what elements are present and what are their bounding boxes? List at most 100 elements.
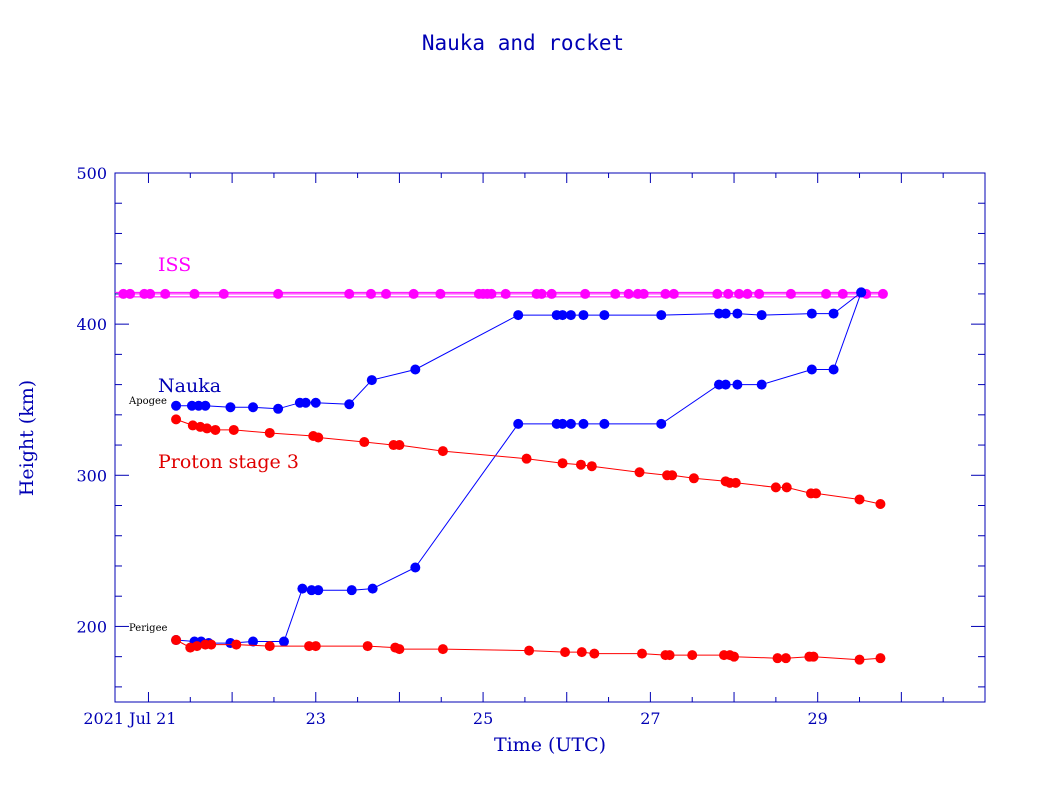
x-tick-label: 2021 Jul 21 [83, 709, 176, 728]
data-point-proton [191, 641, 202, 652]
data-point-nauka [310, 397, 321, 408]
data-point-iss [623, 288, 634, 299]
data-point-iss [723, 288, 734, 299]
y-tick-label: 500 [76, 164, 107, 183]
data-point-nauka [313, 585, 324, 596]
data-point-nauka [557, 310, 568, 321]
apogee-annotation: Apogee [128, 396, 167, 407]
data-point-iss [580, 288, 591, 299]
data-point-nauka [806, 308, 817, 319]
data-point-proton [575, 459, 586, 470]
data-point-iss [273, 288, 284, 299]
data-point-iss [189, 288, 200, 299]
data-point-nauka [557, 418, 568, 429]
data-point-nauka [828, 364, 839, 375]
data-point-iss [742, 288, 753, 299]
data-point-proton [437, 644, 448, 655]
data-point-nauka [565, 310, 576, 321]
y-tick-label: 400 [76, 315, 107, 334]
data-point-proton [687, 650, 698, 661]
data-point-proton [667, 470, 678, 481]
data-point-proton [688, 473, 699, 484]
data-point-nauka [732, 308, 743, 319]
data-point-proton [171, 414, 182, 425]
data-point-nauka [806, 364, 817, 375]
data-point-proton [524, 645, 535, 656]
data-point-proton [780, 653, 791, 664]
data-point-nauka [599, 310, 610, 321]
data-point-proton [557, 458, 568, 469]
data-point-proton [875, 499, 886, 510]
data-point-proton [770, 482, 781, 493]
data-point-nauka [200, 400, 211, 411]
data-point-proton [394, 440, 405, 451]
data-point-nauka [599, 418, 610, 429]
series-line-nauka [176, 292, 862, 410]
data-point-nauka [656, 418, 667, 429]
data-point-iss [500, 288, 511, 299]
data-point-nauka [367, 583, 378, 594]
data-point-iss [668, 288, 679, 299]
data-point-nauka [856, 287, 867, 298]
data-point-nauka [273, 403, 284, 414]
data-point-proton [313, 432, 324, 443]
data-point-proton [808, 651, 819, 662]
data-point-nauka [300, 397, 311, 408]
data-point-nauka [720, 308, 731, 319]
data-point-proton [359, 437, 370, 448]
data-point-nauka [410, 364, 421, 375]
data-point-nauka [513, 418, 524, 429]
data-point-iss [754, 288, 765, 299]
data-point-proton [202, 423, 213, 434]
data-point-proton [664, 650, 675, 661]
data-point-proton [264, 641, 275, 652]
data-point-proton [781, 482, 792, 493]
data-point-proton [576, 647, 587, 658]
data-point-iss [610, 288, 621, 299]
x-tick-label: 29 [808, 709, 828, 728]
data-point-nauka [346, 585, 357, 596]
data-point-iss [344, 288, 355, 299]
data-point-nauka [344, 399, 355, 410]
y-tick-label: 200 [76, 617, 107, 636]
data-point-nauka [578, 418, 589, 429]
data-point-nauka [828, 308, 839, 319]
data-point-nauka [171, 400, 182, 411]
data-point-iss [218, 288, 229, 299]
data-point-proton [875, 653, 886, 664]
data-point-proton [854, 494, 865, 505]
data-point-nauka [410, 562, 421, 573]
data-point-proton [187, 420, 198, 431]
data-point-proton [729, 651, 740, 662]
x-tick-label: 27 [640, 709, 660, 728]
data-point-iss [145, 288, 156, 299]
data-point-iss [408, 288, 419, 299]
chart-title: Nauka and rocket [422, 31, 624, 55]
data-point-iss [486, 288, 497, 299]
data-point-iss [821, 288, 832, 299]
data-point-proton [560, 647, 571, 658]
data-point-proton [171, 635, 182, 646]
data-point-proton [228, 424, 239, 435]
data-point-iss [877, 288, 888, 299]
data-point-nauka [225, 402, 236, 413]
series-label-proton: Proton stage 3 [158, 451, 299, 473]
data-point-proton [210, 424, 221, 435]
data-point-nauka [732, 379, 743, 390]
data-point-iss [734, 288, 745, 299]
x-tick-label: 23 [306, 709, 326, 728]
data-point-proton [264, 427, 275, 438]
perigee-annotation: Perigee [129, 623, 167, 634]
data-point-iss [785, 288, 796, 299]
data-point-proton [206, 639, 217, 650]
series-layer [115, 287, 888, 665]
series-label-nauka: Nauka [158, 375, 221, 397]
data-point-nauka [756, 379, 767, 390]
data-point-proton [521, 453, 532, 464]
data-point-nauka [297, 583, 308, 594]
data-point-proton [231, 639, 242, 650]
y-tick-label: 300 [76, 466, 107, 485]
axis-ticks: 200 300 400 500 2021 Jul 21 23 25 27 29 [76, 164, 985, 728]
data-point-iss [365, 288, 376, 299]
